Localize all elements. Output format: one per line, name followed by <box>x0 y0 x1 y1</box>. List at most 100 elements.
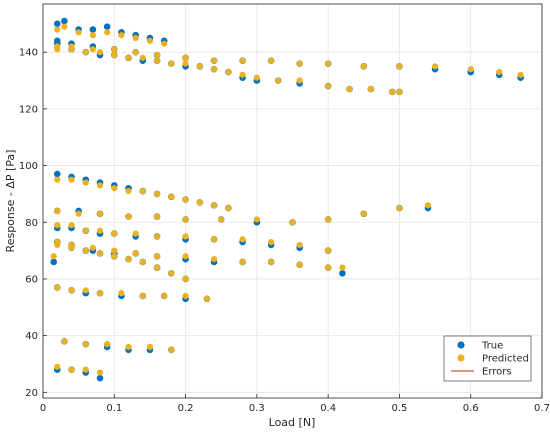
true-point <box>53 170 61 178</box>
predicted-point <box>50 253 57 260</box>
predicted-point <box>296 261 303 268</box>
predicted-point <box>89 32 96 39</box>
predicted-point <box>125 343 132 351</box>
predicted-point <box>289 219 296 226</box>
predicted-point <box>82 341 89 348</box>
y-axis-ticks: 20 40 60 80 100 120 140 <box>19 48 47 399</box>
predicted-point <box>360 63 367 70</box>
plot-frame <box>42 3 543 399</box>
predicted-point <box>431 63 439 70</box>
y-tick-label: 60 <box>25 274 38 285</box>
predicted-point <box>132 49 139 56</box>
x-tick-label: 0 <box>40 403 46 414</box>
predicted-point <box>182 216 189 223</box>
true-point <box>96 374 104 382</box>
predicted-point <box>89 244 96 251</box>
predicted-point <box>225 68 232 76</box>
legend-errors-label: Errors <box>482 367 512 378</box>
predicted-point <box>360 210 367 217</box>
predicted-point <box>132 230 139 237</box>
predicted-point <box>325 247 332 254</box>
predicted-point <box>82 179 89 186</box>
predicted-point <box>68 176 75 183</box>
predicted-point <box>82 227 89 234</box>
true-point <box>53 37 61 45</box>
predicted-point <box>182 292 189 300</box>
predicted-point <box>125 187 132 195</box>
predicted-point <box>125 256 132 263</box>
predicted-point <box>153 57 161 64</box>
predicted-point <box>325 264 332 271</box>
predicted-point <box>210 202 218 209</box>
predicted-point <box>96 369 104 376</box>
predicted-point <box>275 77 282 84</box>
predicted-point <box>153 213 161 220</box>
predicted-point <box>153 253 161 260</box>
predicted-point <box>325 216 332 223</box>
true-point <box>50 258 57 266</box>
predicted-point <box>54 207 61 215</box>
plot-area <box>43 4 542 398</box>
predicted-point <box>396 63 403 70</box>
predicted-point <box>153 190 161 198</box>
predicted-point <box>61 23 68 30</box>
predicted-point <box>82 49 89 56</box>
legend-true-marker <box>457 341 465 349</box>
predicted-point <box>325 60 332 67</box>
predicted-point <box>118 290 125 297</box>
x-axis-ticks: 0 0.1 0.2 0.3 0.4 0.5 0.6 0.7 <box>40 394 550 414</box>
predicted-point <box>96 250 104 257</box>
true-point <box>53 20 61 28</box>
predicted-point <box>496 68 503 76</box>
true-point <box>61 17 68 25</box>
true-point <box>89 26 97 33</box>
predicted-point <box>125 213 132 220</box>
predicted-point <box>54 43 61 50</box>
predicted-point <box>153 264 161 271</box>
predicted-point <box>125 54 132 61</box>
predicted-point <box>111 51 118 59</box>
predicted-point <box>96 290 104 297</box>
predicted-point <box>210 57 218 64</box>
predicted-point <box>54 26 61 33</box>
y-tick-label: 140 <box>19 48 38 59</box>
predicted-point <box>146 343 154 351</box>
predicted-point <box>139 292 146 300</box>
predicted-point <box>268 57 275 64</box>
predicted-point <box>339 264 346 271</box>
predicted-point <box>268 239 275 246</box>
predicted-point <box>253 216 260 223</box>
predicted-point <box>96 227 104 234</box>
predicted-series <box>50 23 524 376</box>
x-tick-label: 0.1 <box>106 403 122 414</box>
predicted-point <box>325 83 332 90</box>
predicted-point <box>82 366 89 373</box>
predicted-point <box>239 236 246 243</box>
predicted-point <box>96 210 104 217</box>
predicted-point <box>517 71 524 78</box>
predicted-point <box>346 85 353 93</box>
predicted-point <box>196 63 203 70</box>
predicted-point <box>467 66 474 73</box>
predicted-point <box>54 241 61 249</box>
predicted-point <box>104 29 111 36</box>
true-point <box>103 23 111 30</box>
predicted-point <box>296 77 303 84</box>
true-point <box>339 269 346 277</box>
y-tick-label: 20 <box>25 388 38 399</box>
predicted-point <box>296 241 303 249</box>
predicted-point <box>182 275 189 283</box>
predicted-point <box>182 253 189 260</box>
predicted-point <box>168 346 175 353</box>
y-tick-label: 80 <box>25 218 38 229</box>
predicted-point <box>54 284 61 291</box>
predicted-point <box>396 88 403 95</box>
predicted-point <box>225 204 232 212</box>
legend-predicted-marker <box>457 354 465 362</box>
predicted-point <box>96 49 104 56</box>
predicted-point <box>82 287 89 294</box>
predicted-point <box>389 88 396 95</box>
predicted-point <box>239 57 246 64</box>
predicted-point <box>61 338 68 345</box>
